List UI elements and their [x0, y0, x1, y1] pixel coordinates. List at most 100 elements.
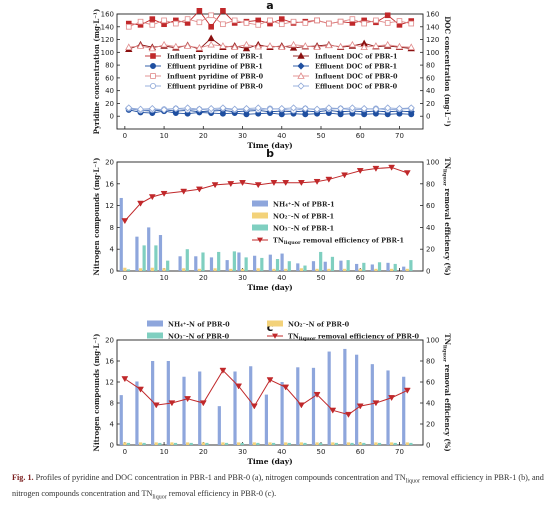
bar	[135, 236, 139, 271]
legend-label: Influent pyridine of PBR-0	[167, 73, 264, 81]
efficiency-point	[250, 403, 258, 410]
bar	[402, 376, 406, 445]
bar	[244, 257, 248, 271]
bar	[393, 263, 397, 271]
bar	[119, 197, 123, 271]
y-axis-label: Nitrogen compounds (mg·L⁻¹)	[92, 334, 101, 452]
data-point	[208, 23, 214, 30]
bar	[319, 442, 323, 445]
bar	[173, 442, 178, 445]
efficiency-point	[313, 391, 321, 398]
y-tick-label: 0	[110, 113, 114, 121]
bar	[194, 256, 198, 271]
plot-frame	[116, 339, 424, 446]
legend-swatch	[147, 320, 163, 327]
bar	[135, 381, 139, 445]
efficiency-line	[124, 166, 408, 222]
y2-tick-label: 40	[426, 400, 435, 408]
data-point	[360, 43, 368, 51]
data-point	[325, 104, 333, 112]
y2-tick-label: 20	[426, 421, 435, 429]
bar	[182, 268, 186, 271]
data-point	[289, 44, 298, 51]
legend-swatch	[252, 224, 268, 231]
bar	[260, 257, 264, 271]
y2-tick-label: 60	[426, 379, 435, 387]
bar	[138, 442, 143, 445]
y2-tick-label: 120	[426, 36, 439, 44]
y2-tick-label: 100	[426, 337, 439, 345]
x-tick-label: 40	[277, 448, 286, 456]
y-tick-label: 16	[105, 180, 114, 188]
data-point	[242, 44, 251, 52]
efficiency-point	[211, 182, 219, 189]
data-point	[373, 17, 379, 24]
efficiency-point	[325, 176, 333, 183]
bar	[205, 442, 209, 445]
x-tick-label: 20	[199, 448, 208, 456]
y-tick-label: 20	[105, 337, 114, 345]
y-tick-label: 8	[110, 224, 114, 232]
legend-label: Influent pyridine of PBR-1	[167, 53, 263, 61]
bar	[119, 395, 123, 445]
bar	[303, 442, 307, 445]
bar	[370, 364, 374, 445]
bar	[377, 262, 382, 271]
y-tick-label: 0	[110, 442, 114, 450]
x-tick-label: 0	[123, 132, 127, 140]
efficiency-point	[345, 411, 352, 418]
x-tick-label: 50	[317, 132, 326, 140]
y-tick-label: 16	[105, 358, 114, 366]
efficiency-point	[219, 367, 227, 374]
data-point	[220, 21, 226, 28]
bar	[296, 367, 300, 445]
y-tick-label: 140	[101, 23, 114, 31]
data-point	[231, 105, 239, 113]
bar	[147, 227, 151, 271]
bar	[209, 257, 214, 271]
x-tick-label: 60	[356, 132, 365, 140]
legend-label: NH₄⁺-N of PBR-1	[273, 201, 335, 209]
bar	[225, 260, 229, 271]
bar	[217, 406, 221, 445]
legend-marker	[150, 53, 156, 59]
bar	[315, 268, 319, 271]
bar	[362, 442, 366, 445]
legend-swatch	[267, 320, 283, 327]
bar	[343, 348, 347, 445]
legend-marker	[297, 82, 305, 90]
bar	[358, 268, 362, 271]
legend-label: Effluent pyridine of PBR-1	[167, 63, 263, 71]
efficiency-point	[282, 384, 290, 391]
efficiency-point	[297, 402, 305, 409]
bar	[123, 442, 127, 445]
data-point	[278, 43, 286, 51]
bar	[198, 371, 202, 445]
legend-swatch	[252, 212, 268, 219]
x-tick-label: 20	[199, 132, 208, 140]
bar	[138, 268, 143, 271]
data-point	[384, 40, 392, 48]
chart-panel-a: a 0 10 20 30 40 50 60 70 Time (day) 0 20 40 60 80 100 12…	[92, 0, 452, 150]
bar	[311, 261, 316, 271]
data-point	[395, 42, 404, 50]
bar	[370, 264, 374, 271]
bar	[229, 268, 233, 271]
legend-marker	[150, 73, 156, 79]
bar	[253, 255, 257, 271]
legend-label: TNliquor removal efficiency of PBR-1	[273, 237, 404, 247]
legend: Influent pyridine of PBR-1 Influent DOC o…	[145, 52, 398, 91]
data-point	[231, 17, 238, 24]
bar	[201, 252, 205, 271]
data-point	[149, 16, 156, 22]
data-point	[184, 16, 191, 22]
bar	[201, 442, 205, 445]
data-point	[137, 18, 144, 25]
panel-letter: a	[266, 0, 273, 12]
legend-label: TNliquor removal efficiency of PBR-0	[288, 333, 420, 343]
efficiency-point	[313, 178, 321, 185]
legend-marker	[297, 52, 305, 59]
x-tick-label: 70	[395, 132, 404, 140]
data-point	[407, 104, 415, 112]
caption-text-3: removal efficiency in PBR-0 (c).	[168, 488, 277, 498]
